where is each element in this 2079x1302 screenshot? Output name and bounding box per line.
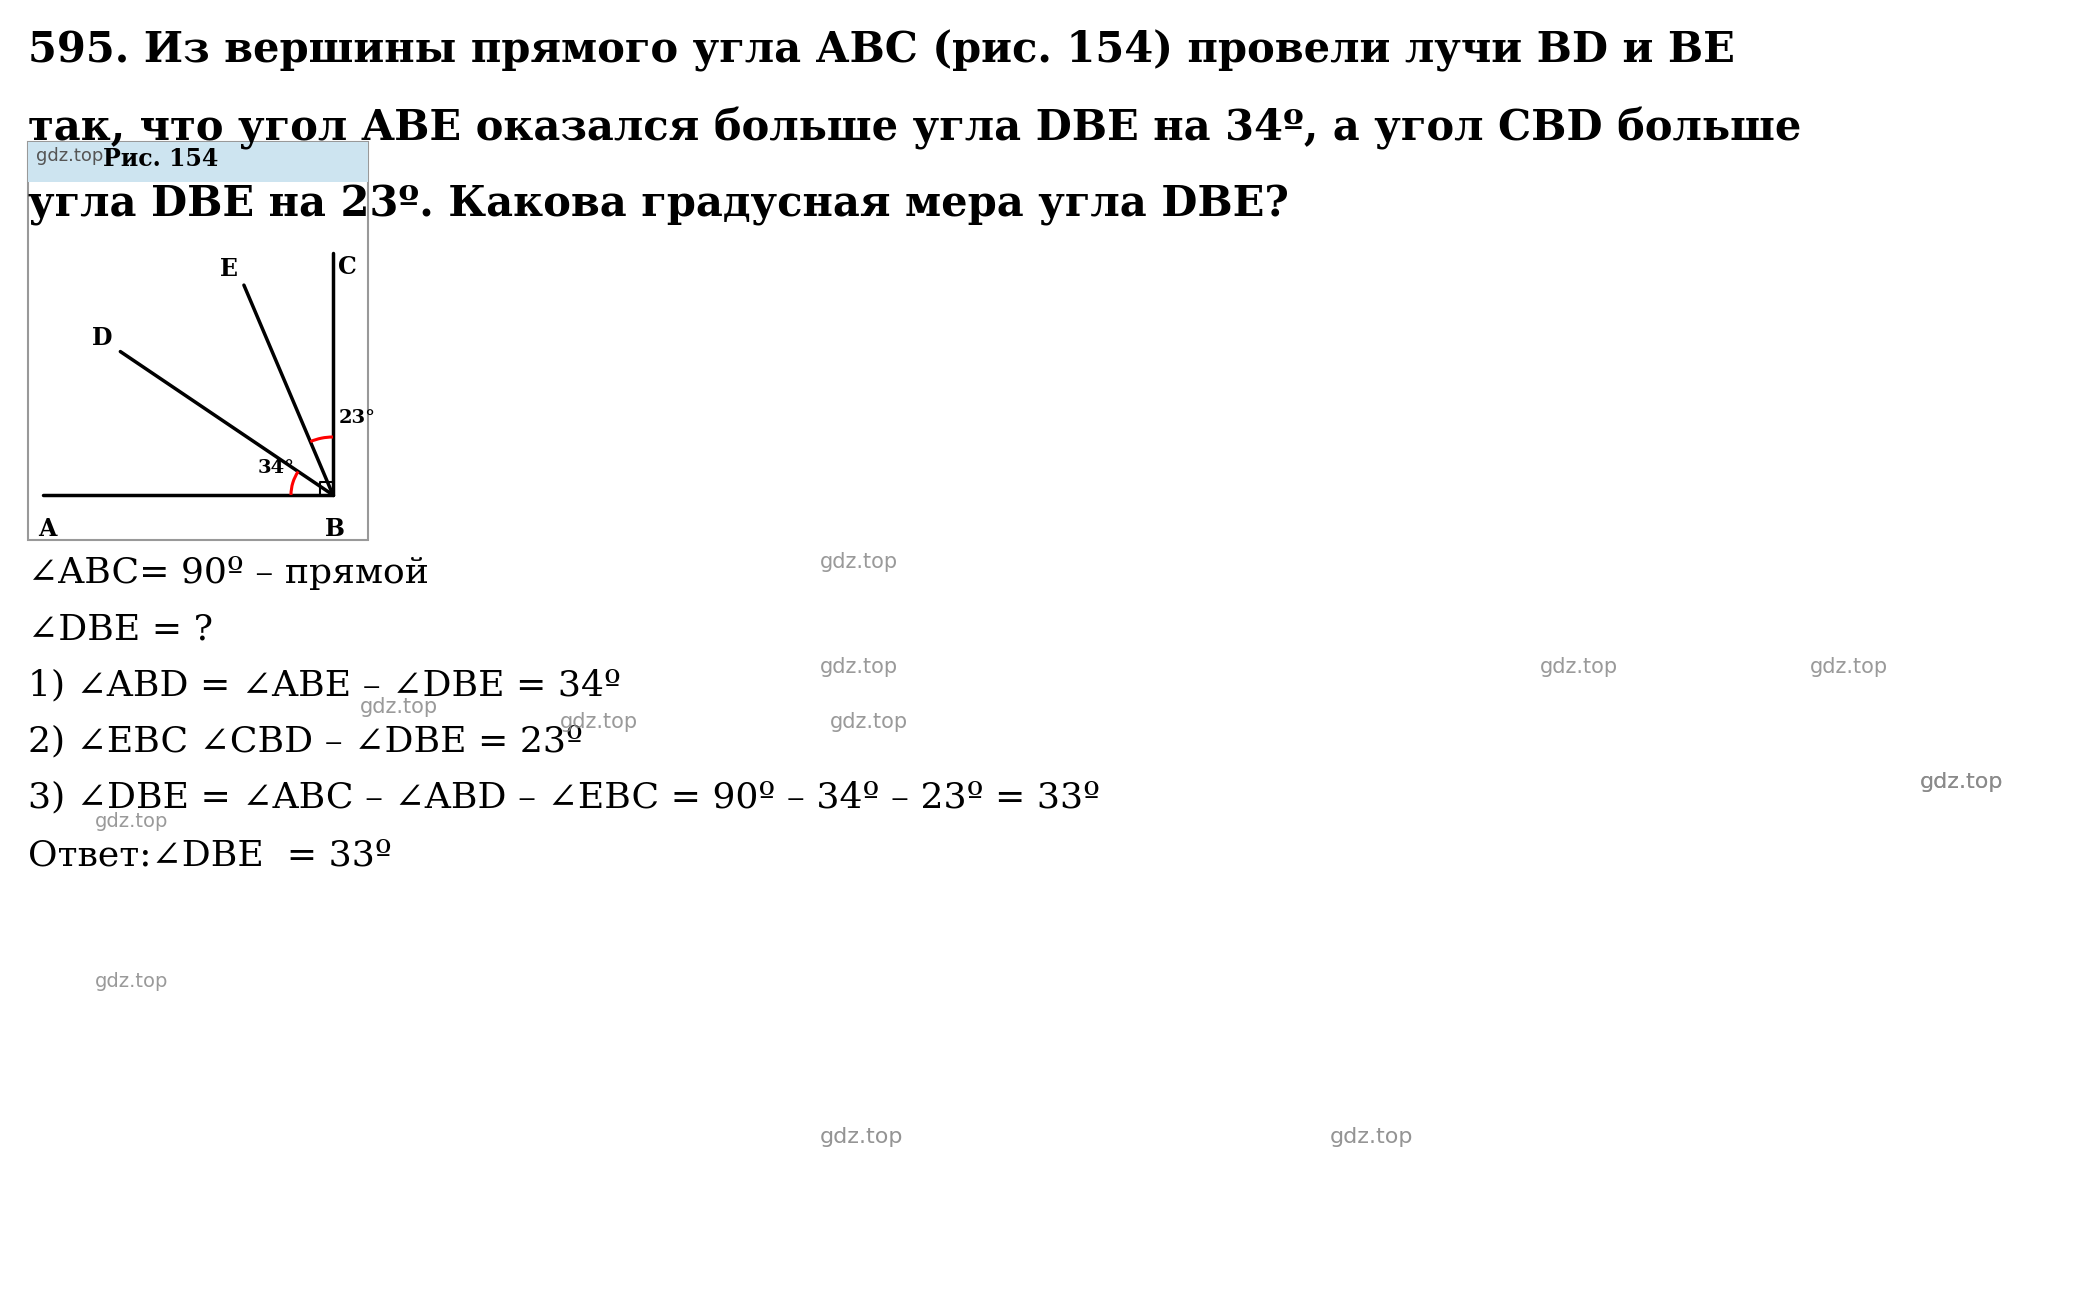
- Text: 2) ∠EBC ∠CBD – ∠DBE = 23º: 2) ∠EBC ∠CBD – ∠DBE = 23º: [27, 724, 582, 758]
- Text: gdz.top: gdz.top: [96, 973, 168, 991]
- Text: 23°: 23°: [339, 409, 376, 427]
- Text: gdz.top: gdz.top: [1811, 658, 1888, 677]
- Text: gdz.top: gdz.top: [819, 658, 898, 677]
- Text: 34°: 34°: [258, 460, 295, 477]
- Text: E: E: [220, 256, 237, 281]
- Text: gdz.top: gdz.top: [1921, 772, 2004, 792]
- Text: gdz.top: gdz.top: [819, 1128, 904, 1147]
- Text: gdz.top: gdz.top: [96, 812, 168, 831]
- Text: gdz.top: gdz.top: [1541, 658, 1617, 677]
- Text: gdz.top: gdz.top: [35, 147, 104, 165]
- Text: D: D: [91, 326, 112, 349]
- Bar: [27, 142, 368, 182]
- Text: угла DBE на 23º. Какова градусная мера угла DBE?: угла DBE на 23º. Какова градусная мера у…: [27, 184, 1289, 227]
- Text: 3) ∠DBE = ∠ABC – ∠ABD – ∠EBC = 90º – 34º – 23º = 33º: 3) ∠DBE = ∠ABC – ∠ABD – ∠EBC = 90º – 34º…: [27, 780, 1100, 814]
- Text: gdz.top: gdz.top: [559, 712, 638, 732]
- Text: A: A: [37, 517, 56, 542]
- Text: gdz.top: gdz.top: [819, 552, 898, 572]
- Bar: [27, 142, 368, 540]
- Text: gdz.top: gdz.top: [360, 697, 439, 717]
- Text: ∠ABC= 90º – прямой: ∠ABC= 90º – прямой: [27, 556, 428, 590]
- Text: gdz.top: gdz.top: [1331, 1128, 1414, 1147]
- Text: gdz.top: gdz.top: [1921, 772, 2004, 792]
- Text: ∠DBE = ?: ∠DBE = ?: [27, 612, 212, 646]
- Text: Ответ:∠DBE  = 33º: Ответ:∠DBE = 33º: [27, 838, 391, 872]
- Text: gdz.top: gdz.top: [830, 712, 909, 732]
- Text: так, что угол ABE оказался больше угла DBE на 34º, а угол CBD больше: так, что угол ABE оказался больше угла D…: [27, 107, 1800, 150]
- Text: B: B: [324, 517, 345, 542]
- Text: C: C: [339, 255, 358, 279]
- Text: 595. Из вершины прямого угла АВС (рис. 154) провели лучи BD и BE: 595. Из вершины прямого угла АВС (рис. 1…: [27, 30, 1734, 73]
- Text: 1) ∠ABD = ∠ABE – ∠DBE = 34º: 1) ∠ABD = ∠ABE – ∠DBE = 34º: [27, 668, 622, 702]
- Text: Рис. 154: Рис. 154: [104, 147, 218, 171]
